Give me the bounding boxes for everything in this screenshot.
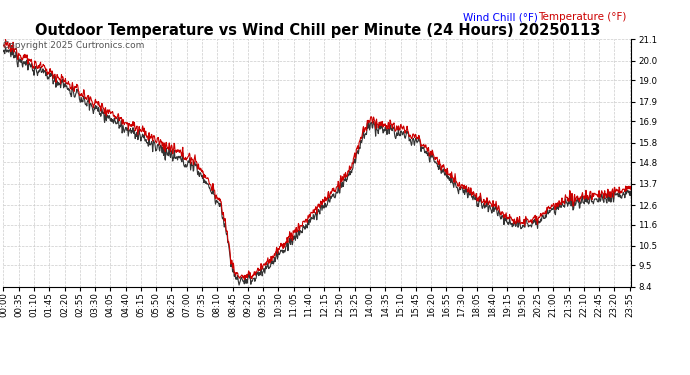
Title: Outdoor Temperature vs Wind Chill per Minute (24 Hours) 20250113: Outdoor Temperature vs Wind Chill per Mi… xyxy=(34,23,600,38)
Legend: Wind Chill (°F), Temperature (°F): Wind Chill (°F), Temperature (°F) xyxy=(463,12,626,22)
Text: Copyright 2025 Curtronics.com: Copyright 2025 Curtronics.com xyxy=(3,41,145,50)
